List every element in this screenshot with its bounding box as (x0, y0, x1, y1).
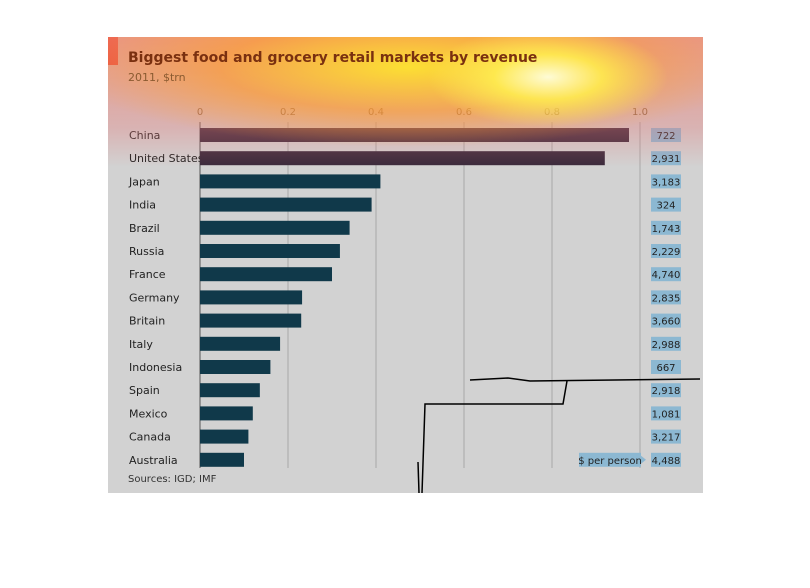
bar (200, 220, 350, 235)
category-label: Indonesia (129, 361, 182, 374)
x-tick-label: 0 (197, 107, 203, 118)
category-label: United States (129, 152, 204, 165)
legend-label: $ per person (578, 456, 642, 467)
category-label: Spain (129, 384, 160, 397)
bar (200, 267, 332, 282)
bar (200, 383, 260, 398)
value-box (651, 267, 681, 282)
value-box (651, 220, 681, 235)
category-label: Australia (129, 454, 178, 467)
value-box (651, 174, 681, 189)
bar (200, 429, 249, 444)
chart-title: Biggest food and grocery retail markets … (128, 50, 538, 66)
bar (200, 313, 302, 328)
value-box (651, 313, 681, 328)
value-label: 1,081 (652, 409, 681, 420)
category-label: Japan (128, 175, 160, 188)
value-label: 2,931 (652, 154, 681, 165)
value-box (651, 360, 681, 374)
legend-arrow (641, 455, 646, 464)
category-label: Britain (129, 315, 165, 328)
bar (200, 336, 281, 351)
value-box (651, 406, 681, 421)
x-tick-label: 0.4 (368, 107, 384, 118)
category-label: Canada (129, 431, 171, 444)
value-box (651, 336, 681, 351)
value-label: 1,743 (652, 224, 681, 235)
x-tick-label: 0.2 (280, 107, 296, 118)
bar (200, 197, 372, 212)
category-label: Russia (129, 245, 164, 258)
bar (200, 151, 605, 166)
value-label: 4,740 (652, 270, 681, 281)
legend-box (579, 452, 641, 467)
category-label: India (129, 199, 156, 212)
chart-source: Sources: IGD; IMF (128, 474, 217, 485)
value-label: 2,835 (652, 293, 681, 304)
bar (200, 290, 303, 305)
category-label: China (129, 129, 160, 142)
category-label: France (129, 268, 166, 281)
gaze-path-line (417, 461, 420, 494)
bar (200, 174, 381, 189)
category-label: Mexico (129, 407, 168, 420)
value-label: 2,918 (652, 386, 681, 397)
gaze-path-line (469, 377, 701, 382)
category-label: Brazil (129, 222, 160, 235)
value-label: 722 (656, 131, 675, 142)
value-label: 3,183 (652, 177, 681, 188)
value-label: 3,660 (652, 317, 681, 328)
chart-subtitle: 2011, $trn (128, 71, 186, 84)
value-box (651, 290, 681, 305)
bar (200, 360, 271, 374)
value-label: 324 (656, 201, 675, 212)
bar (200, 128, 629, 142)
value-box (651, 244, 681, 258)
value-label: 2,988 (652, 340, 681, 351)
bar (200, 244, 340, 258)
x-tick-label: 1.0 (632, 107, 648, 118)
gaze-path-line (421, 380, 568, 494)
value-label: 3,217 (652, 433, 681, 444)
x-tick-label: 0.6 (456, 107, 472, 118)
bar (200, 452, 244, 467)
value-box (651, 383, 681, 398)
category-label: Germany (129, 291, 180, 304)
bar (200, 406, 253, 421)
value-box (651, 429, 681, 444)
value-label: 667 (656, 363, 675, 374)
value-label: 2,229 (652, 247, 681, 258)
x-tick-label: 0.8 (544, 107, 560, 118)
value-label: 4,488 (652, 456, 681, 467)
value-box (651, 197, 681, 212)
category-label: Italy (129, 338, 153, 351)
value-box (651, 452, 681, 467)
